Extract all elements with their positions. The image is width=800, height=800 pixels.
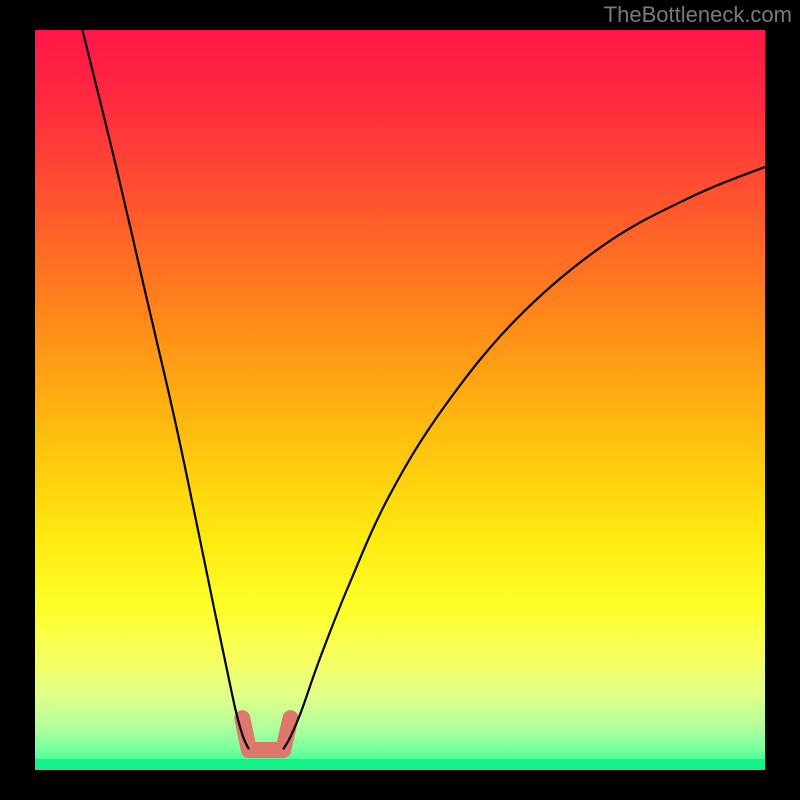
watermark-text: TheBottleneck.com [604,2,792,28]
chart-container: TheBottleneck.com [0,0,800,800]
chart-svg [35,30,765,770]
green-baseline-band [35,759,765,770]
plot-area [35,30,765,770]
gradient-background [35,30,765,770]
